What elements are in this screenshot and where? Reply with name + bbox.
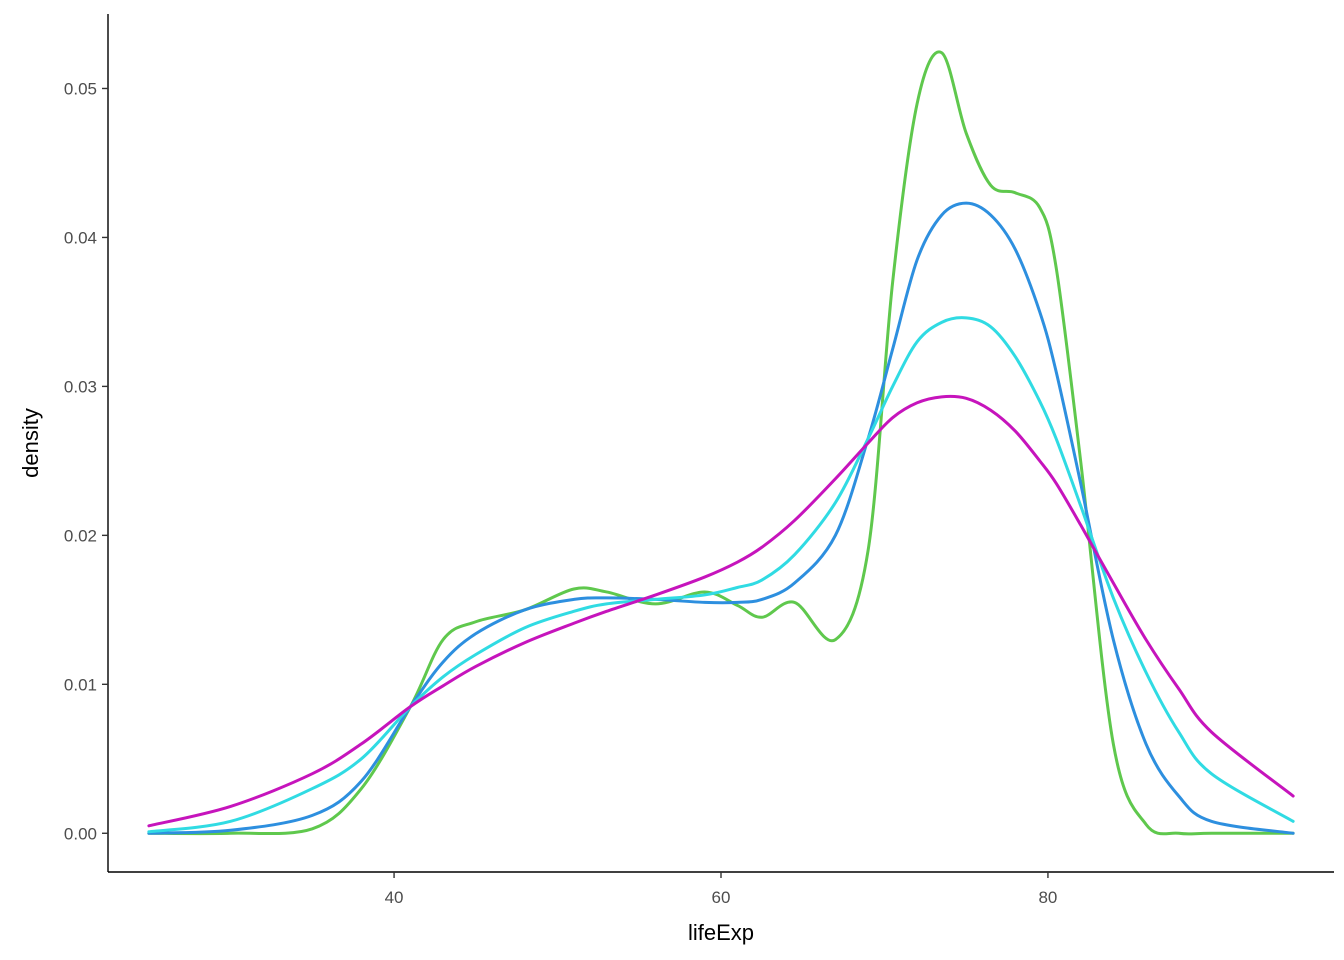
- density-line-2: [147, 201, 1295, 835]
- y-tick-label: 0.02: [64, 526, 97, 545]
- x-tick-label: 40: [385, 888, 404, 907]
- x-axis-title: lifeExp: [688, 920, 754, 945]
- y-tick-label: 0.00: [64, 824, 97, 843]
- y-axis-ticks: 0.00 0.01 0.02 0.03 0.04 0.05: [64, 79, 108, 843]
- density-line-3: [147, 316, 1295, 834]
- y-tick-label: 0.05: [64, 79, 97, 98]
- density-line-4: [147, 394, 1295, 828]
- y-tick-label: 0.04: [64, 228, 97, 247]
- series-layer: [147, 50, 1295, 836]
- y-tick-label: 0.01: [64, 675, 97, 694]
- density-line-1: [147, 50, 1295, 836]
- x-tick-label: 80: [1038, 888, 1057, 907]
- y-axis-title: density: [18, 408, 43, 478]
- x-tick-label: 60: [712, 888, 731, 907]
- x-axis-ticks: 40 60 80: [385, 872, 1057, 907]
- y-tick-label: 0.03: [64, 377, 97, 396]
